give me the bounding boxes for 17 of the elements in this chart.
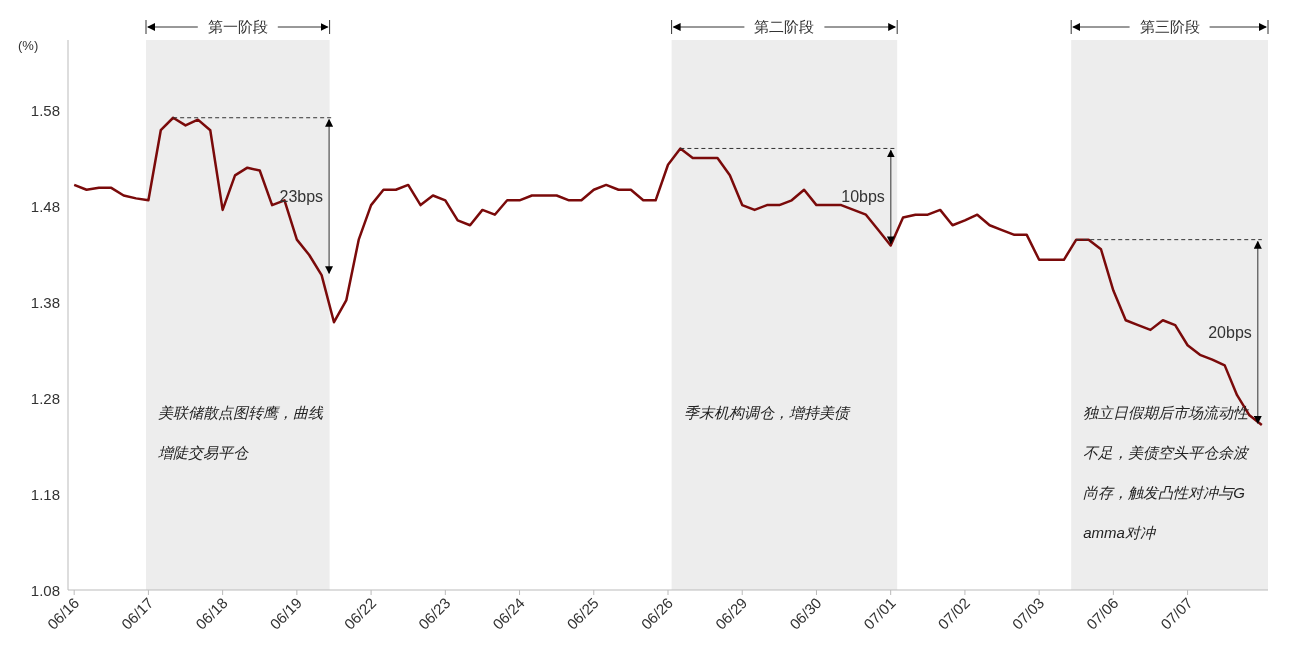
y-axis-title: (%)	[18, 38, 39, 53]
y-tick-label: 1.08	[30, 581, 60, 599]
annotation: 23bps	[279, 187, 324, 205]
text: 第三阶段	[1139, 18, 1200, 35]
text: 第一阶段	[207, 18, 268, 35]
y-tick-label: 1.58	[30, 101, 60, 119]
line-series	[72, 116, 1264, 427]
annotation: 20bps	[1208, 323, 1252, 341]
y-tick-label: 1.28	[30, 389, 60, 407]
y-tick-label: 1.18	[30, 485, 60, 503]
annotation: 季末机构调仓，增持美债	[683, 404, 851, 422]
text: 第二阶段	[754, 18, 815, 35]
text: 独立日假期后市场流动性不足，美债空头平仓余波尚存，触发凸性对冲与Gamma对冲	[1083, 404, 1249, 542]
y-tick-label: 1.38	[30, 293, 60, 311]
annotation: 10bps	[841, 188, 885, 206]
y-tick-label: 1.48	[30, 197, 60, 215]
text: 美联储散点图转鹰，曲线增陡交易平仓	[158, 404, 323, 462]
